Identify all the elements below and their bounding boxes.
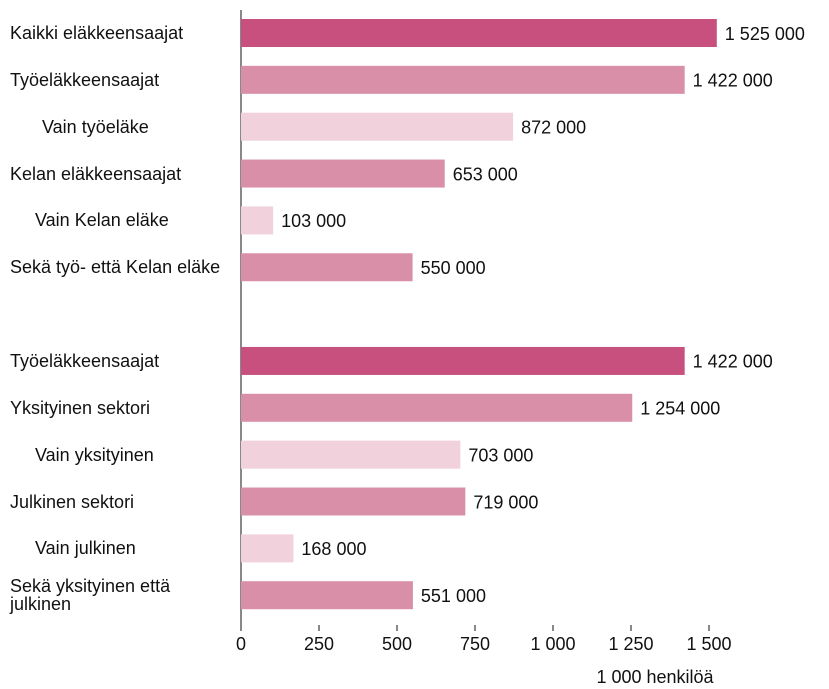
category-label: Julkinen sektori — [10, 491, 135, 512]
value-label: 703 000 — [468, 445, 533, 465]
category-label: Työeläkkeensaajat — [10, 350, 160, 371]
bar — [241, 581, 413, 610]
value-label: 551 000 — [421, 586, 486, 606]
x-tick-label: 1 500 — [686, 634, 731, 654]
value-label: 168 000 — [301, 539, 366, 559]
bar — [241, 159, 445, 188]
category-label: Kelan eläkkeensaajat — [10, 163, 182, 184]
bar — [241, 112, 514, 141]
value-label: 719 000 — [473, 492, 538, 512]
bar — [241, 346, 685, 375]
bar — [241, 487, 466, 516]
value-label: 1 254 000 — [640, 399, 720, 419]
category-label: Vain yksityinen — [35, 444, 154, 465]
bar — [241, 206, 274, 235]
bar — [241, 534, 294, 563]
category-label: Sekä työ- että Kelan eläke — [10, 257, 221, 278]
x-tick-label: 500 — [382, 634, 412, 654]
x-tick-label: 1 250 — [608, 634, 653, 654]
x-tick-label: 1 000 — [530, 634, 575, 654]
category-label: Kaikki eläkkeensaajat — [10, 23, 184, 43]
x-tick-label: 250 — [304, 634, 334, 654]
value-label: 1 525 000 — [725, 24, 805, 44]
value-label: 653 000 — [453, 164, 518, 184]
value-label: 103 000 — [281, 211, 346, 231]
category-label: Työeläkkeensaajat — [10, 69, 160, 90]
bar — [241, 19, 717, 47]
category-label: Vain julkinen — [35, 538, 136, 559]
value-label: 1 422 000 — [693, 352, 773, 372]
value-label: 1 422 000 — [693, 71, 773, 91]
category-label: Yksityinen sektori — [10, 397, 151, 418]
x-tick-label: 0 — [236, 634, 246, 654]
category-label: Vain Kelan eläke — [35, 210, 169, 231]
bar — [241, 440, 461, 469]
x-axis-label: 1 000 henkilöä — [596, 667, 714, 687]
value-label: 872 000 — [521, 117, 586, 137]
bar — [241, 393, 633, 422]
category-label: Sekä yksityinen että julkinen — [10, 576, 171, 615]
bar — [241, 65, 685, 94]
category-label: Vain työeläke — [42, 116, 149, 137]
value-label: 550 000 — [421, 258, 486, 278]
x-tick-label: 750 — [460, 634, 490, 654]
bar — [241, 253, 413, 282]
